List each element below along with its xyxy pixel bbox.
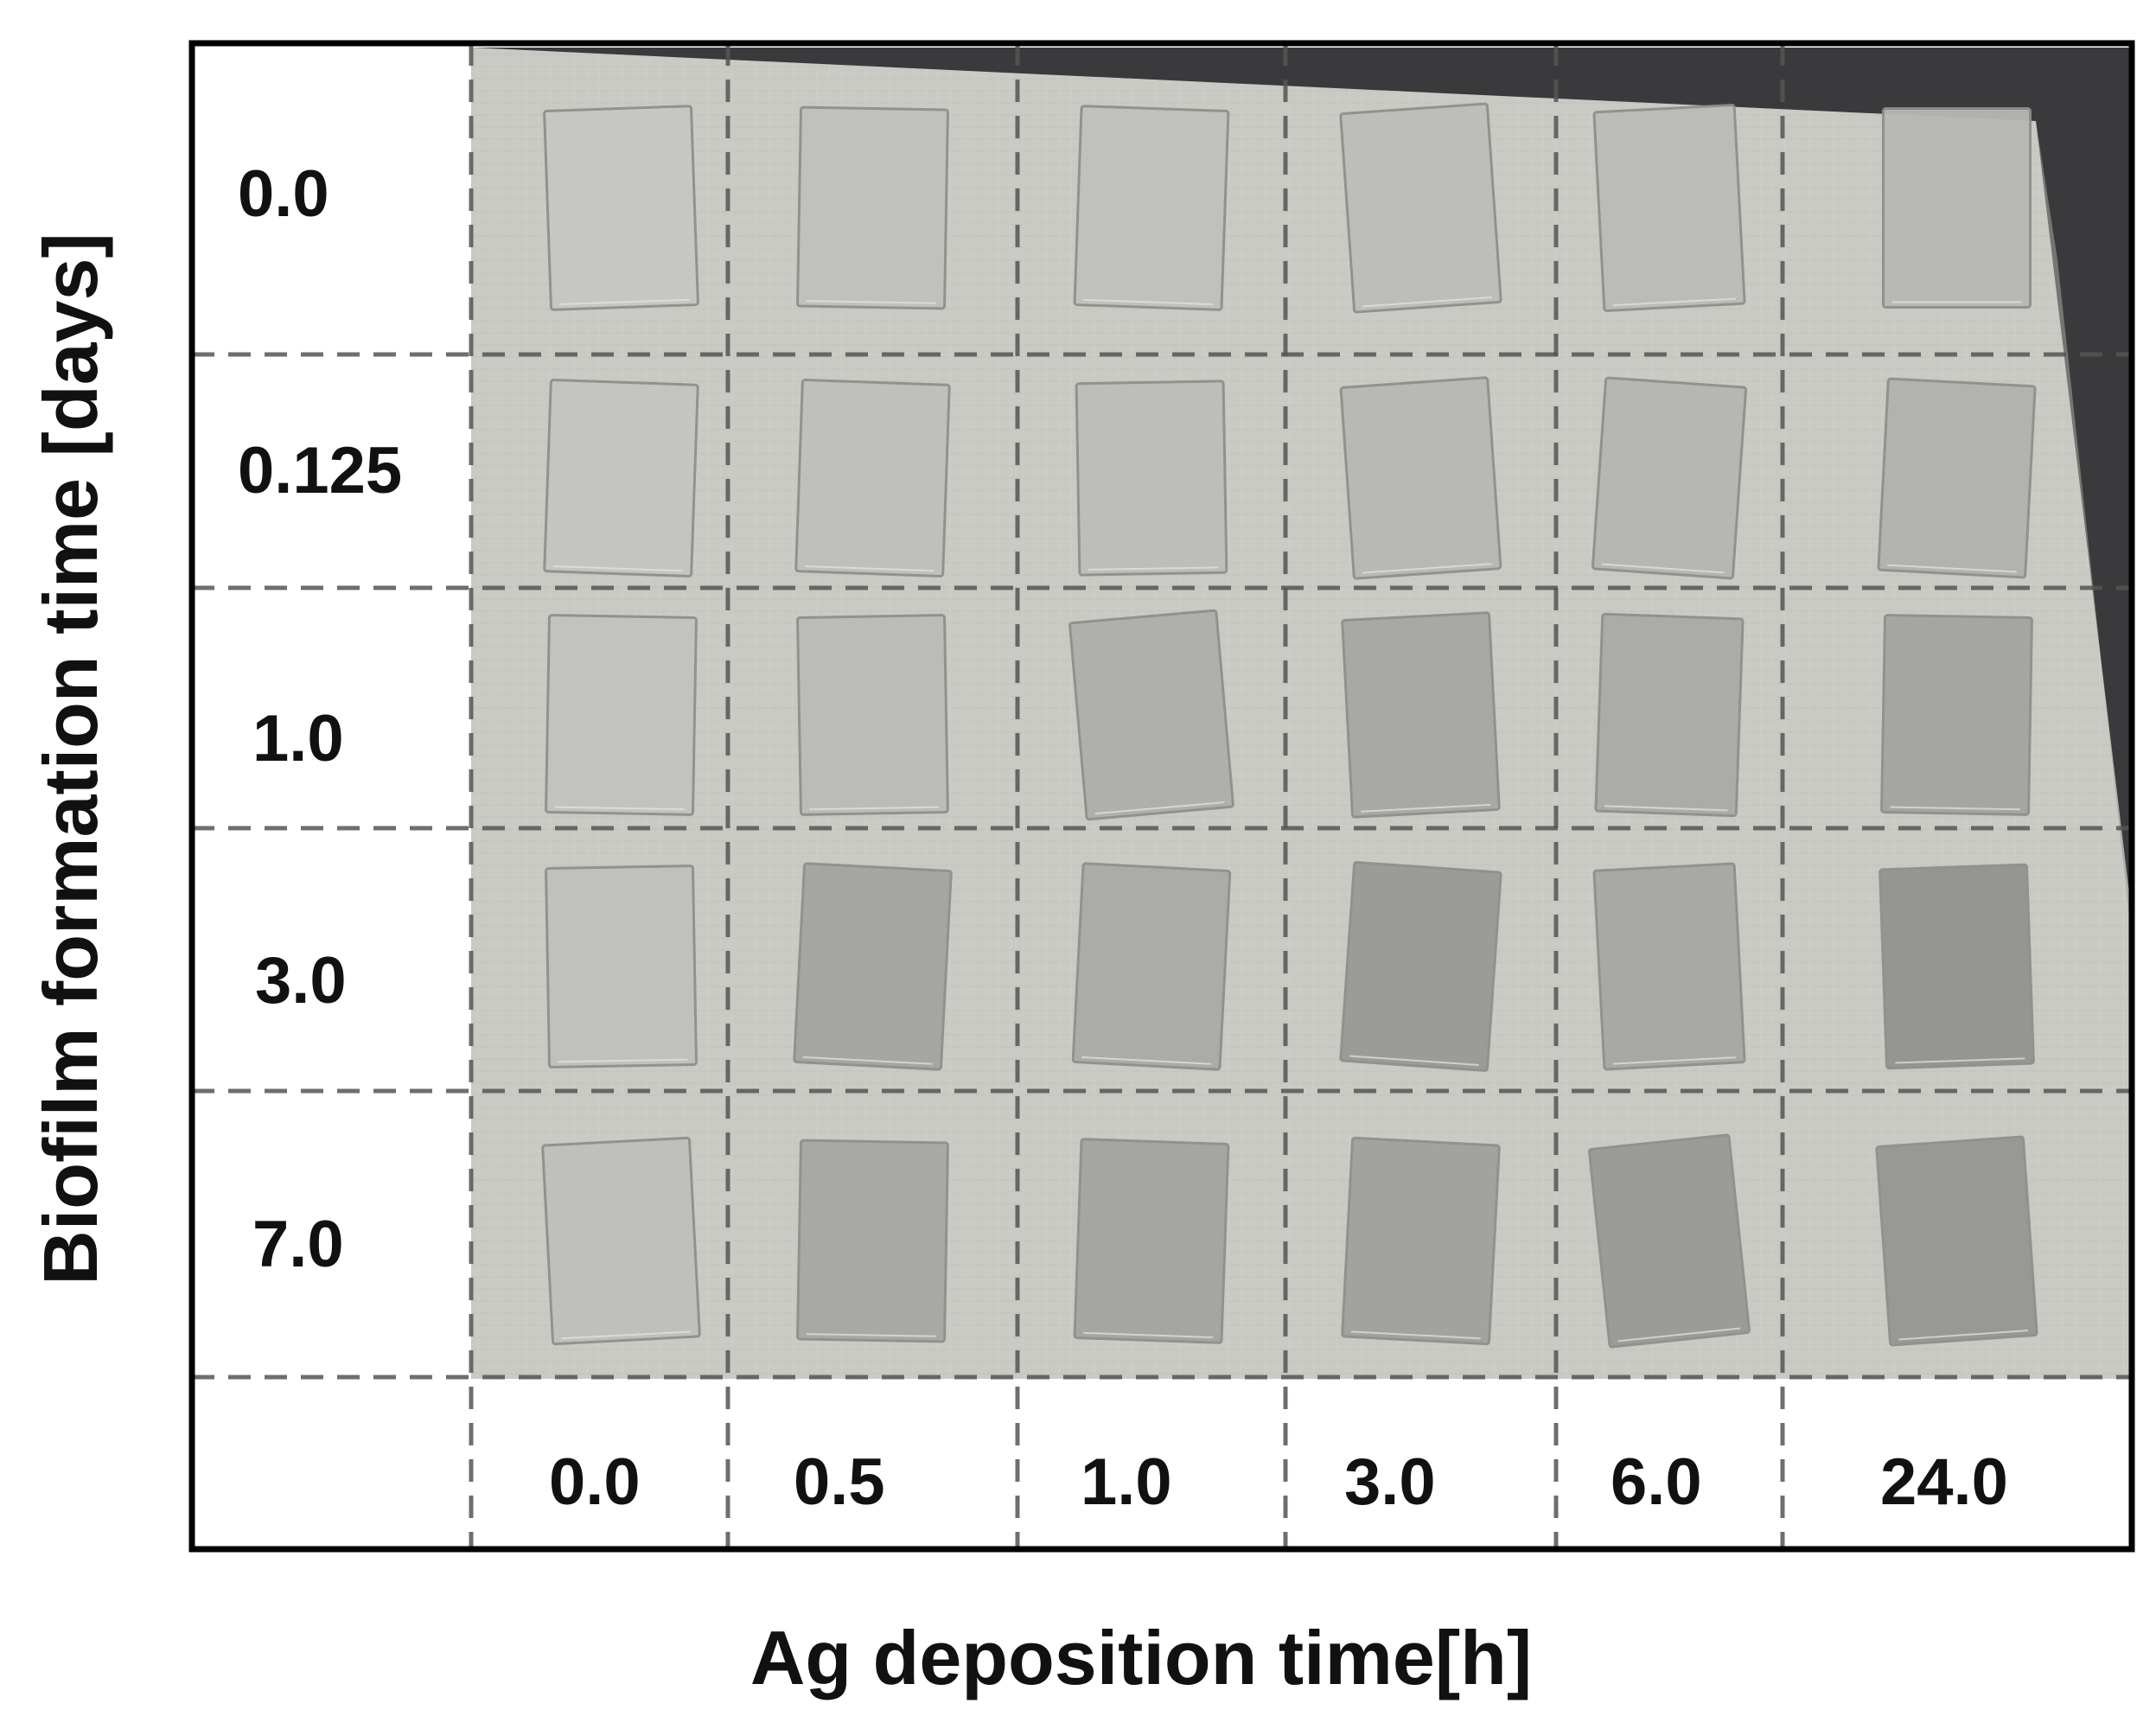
glass-sample-r2-c1 (796, 614, 949, 816)
glass-edge-highlight (809, 806, 940, 811)
glass-edge-highlight (1890, 806, 2020, 811)
col-label-4: 6.0 (1611, 1445, 1702, 1519)
glass-sample-r2-c3 (1341, 611, 1501, 819)
glass-sample-r3-c2 (1071, 862, 1232, 1071)
col-label-0: 0.0 (549, 1445, 641, 1519)
glass-sample-r1-c0 (543, 379, 699, 577)
glass-edge-highlight (806, 1333, 936, 1337)
glass-sample-r3-c0 (545, 864, 698, 1069)
column-labels: 0.0 0.5 1.0 3.0 6.0 24.0 (549, 1445, 2008, 1519)
glass-edge-highlight (559, 298, 690, 306)
glass-samples (541, 102, 2038, 1349)
glass-sample-r1-c4 (1591, 376, 1748, 580)
glass-sample-r4-c0 (541, 1136, 701, 1346)
glass-edge-highlight (1083, 1331, 1214, 1339)
glass-sample-r3-c3 (1339, 861, 1502, 1072)
glass-sample-r3-c1 (793, 862, 953, 1071)
glass-edge-highlight (1081, 1056, 1212, 1065)
glass-edge-highlight (558, 1058, 688, 1063)
col-label-3: 3.0 (1344, 1445, 1436, 1519)
glass-edge-highlight (1617, 1327, 1741, 1343)
dashed-grid (192, 43, 2132, 1549)
row-labels: 0.0 0.125 1.0 3.0 7.0 (238, 157, 402, 1281)
row-label-1: 0.125 (238, 434, 402, 507)
col-label-1: 0.5 (794, 1445, 885, 1519)
glass-sample-r1-c1 (794, 379, 951, 577)
glass-sample-r0-c4 (1592, 104, 1746, 312)
col-label-2: 1.0 (1081, 1445, 1172, 1519)
glass-sample-r4-c5 (1875, 1135, 2038, 1347)
glass-edge-highlight (1612, 297, 1736, 307)
glass-edge-highlight (806, 300, 936, 304)
glass-sample-r1-c2 (1075, 380, 1228, 577)
glass-edge-highlight (1362, 297, 1492, 308)
glass-edge-highlight (804, 565, 934, 572)
glass-sample-r3-c4 (1592, 862, 1746, 1071)
sample-photograph (471, 48, 2131, 1379)
glass-edge-highlight (1898, 1330, 2028, 1341)
glass-edge-highlight (1350, 1330, 1481, 1340)
glass-sample-r4-c2 (1073, 1138, 1230, 1344)
glass-sample-r3-c5 (1879, 863, 2035, 1070)
glass-sample-r0-c0 (543, 105, 699, 311)
glass-edge-highlight (1083, 298, 1214, 306)
glass-edge-highlight (802, 1056, 933, 1065)
glass-sample-r1-c3 (1339, 376, 1502, 580)
glass-sample-r0-c3 (1339, 102, 1502, 314)
glass-edge-highlight (1601, 563, 1725, 574)
y-axis-title: Biofilm formation time [days] (28, 233, 113, 1285)
row-label-0: 0.0 (238, 157, 329, 231)
row-label-2: 1.0 (252, 702, 344, 775)
glass-sample-r0-c1 (796, 105, 949, 310)
glass-sample-r4-c3 (1341, 1136, 1501, 1346)
glass-sample-r2-c2 (1068, 609, 1234, 821)
glass-sample-r2-c5 (1880, 614, 2033, 816)
glass-edge-highlight (1349, 1055, 1479, 1066)
glass-edge-highlight (1612, 1056, 1736, 1065)
row-label-3: 3.0 (255, 944, 347, 1017)
glass-sample-r4-c1 (796, 1139, 949, 1343)
glass-edge-highlight (1604, 805, 1728, 812)
glass-sample-r2-c4 (1594, 612, 1745, 818)
x-axis-title: Ag deposition time[h] (750, 1615, 1532, 1700)
glass-sample-r0-c2 (1073, 105, 1230, 311)
col-label-5: 24.0 (1880, 1445, 2008, 1519)
glass-edge-highlight (1088, 566, 1218, 571)
glass-sample-r4-c4 (1588, 1133, 1751, 1349)
glass-edge-highlight (552, 565, 683, 572)
glass-edge-highlight (1887, 564, 2017, 573)
glass-sample-r0-c5 (1882, 107, 2032, 309)
glass-edge-highlight (554, 806, 685, 811)
glass-edge-highlight (561, 1330, 692, 1340)
glass-edge-highlight (1895, 1057, 2025, 1064)
row-label-4: 7.0 (252, 1208, 344, 1281)
glass-edge-highlight (1362, 563, 1492, 574)
glass-edge-highlight (1361, 803, 1491, 813)
figure-frame (188, 40, 2135, 1553)
glass-edge-highlight (1094, 801, 1225, 815)
glass-sample-r1-c5 (1877, 377, 2037, 579)
glass-sample-r2-c0 (545, 614, 698, 816)
